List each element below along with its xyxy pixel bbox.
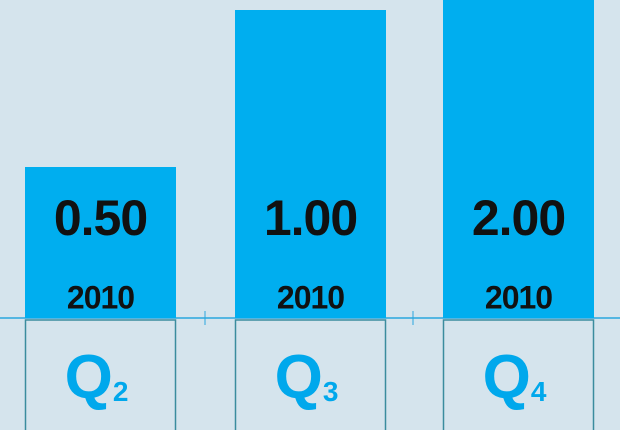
- quarter-box: [24, 319, 177, 430]
- bar: [443, 0, 594, 318]
- quarter-label: Q3: [275, 343, 339, 412]
- bar: [235, 10, 386, 318]
- quarter-number: 4: [531, 376, 547, 407]
- value-label: 0.50: [54, 190, 147, 246]
- year-label: 2010: [277, 279, 344, 315]
- quarter-box: [234, 319, 387, 430]
- quarter-label: Q4: [483, 343, 547, 412]
- quarter-number: 3: [323, 376, 339, 407]
- value-label: 1.00: [264, 190, 357, 246]
- quarter-letter: Q: [65, 343, 113, 412]
- year-label: 2010: [67, 279, 134, 315]
- quarter-letter: Q: [483, 343, 531, 412]
- year-label: 2010: [485, 279, 552, 315]
- bar: [25, 167, 176, 318]
- quarter-number: 2: [113, 376, 129, 407]
- value-label: 2.00: [472, 190, 565, 246]
- quarter-letter: Q: [275, 343, 323, 412]
- quarter-label: Q2: [65, 343, 129, 412]
- quarter-box: [442, 319, 595, 430]
